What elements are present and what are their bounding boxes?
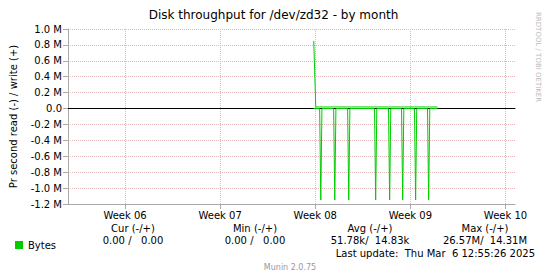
svg-text:Week 09: Week 09: [389, 210, 432, 221]
svg-text:Avg (-/+): Avg (-/+): [348, 223, 393, 234]
svg-text:-0.6 M: -0.6 M: [31, 151, 62, 162]
svg-text:0.00 / 0.00: 0.00 / 0.00: [103, 235, 164, 246]
svg-text:51.78k/ 14.83k: 51.78k/ 14.83k: [331, 235, 410, 246]
svg-text:Bytes: Bytes: [28, 240, 56, 251]
svg-text:0.00 / 0.00: 0.00 / 0.00: [225, 235, 286, 246]
svg-text:-1.0 M: -1.0 M: [31, 183, 62, 194]
svg-text:Min (-/+): Min (-/+): [233, 223, 277, 234]
svg-text:0.8 M: 0.8 M: [34, 39, 62, 50]
svg-text:RRDTOOL / TOBI OETIKER: RRDTOOL / TOBI OETIKER: [534, 12, 542, 102]
svg-text:1.0 M: 1.0 M: [34, 24, 62, 35]
svg-text:-0.4 M: -0.4 M: [31, 135, 62, 146]
svg-text:-1.2 M: -1.2 M: [31, 199, 62, 210]
svg-text:Week 07: Week 07: [199, 210, 242, 221]
svg-text:Cur (-/+): Cur (-/+): [111, 223, 155, 234]
svg-text:0.0: 0.0: [46, 103, 62, 114]
svg-text:Pr second read (-) / write (+): Pr second read (-) / write (+): [8, 45, 19, 188]
svg-text:26.57M/ 14.31M: 26.57M/ 14.31M: [443, 235, 527, 246]
svg-text:-0.8 M: -0.8 M: [31, 167, 62, 178]
svg-text:Max (-/+): Max (-/+): [461, 223, 508, 234]
svg-text:0.6 M: 0.6 M: [34, 55, 62, 66]
svg-text:Week 06: Week 06: [103, 210, 146, 221]
svg-text:Disk throughput for /dev/zd32: Disk throughput for /dev/zd32 - by month: [149, 8, 399, 22]
svg-text:Last update: Thu Mar 6 12:55: Last update: Thu Mar 6 12:55:26 2025: [336, 248, 535, 259]
svg-text:0.2 M: 0.2 M: [34, 87, 62, 98]
svg-text:Munin 2.0.75: Munin 2.0.75: [264, 263, 316, 272]
svg-text:Week 08: Week 08: [294, 210, 337, 221]
svg-text:-0.2 M: -0.2 M: [31, 119, 62, 130]
svg-text:0.4 M: 0.4 M: [34, 71, 62, 82]
svg-text:Week 10: Week 10: [484, 210, 527, 221]
